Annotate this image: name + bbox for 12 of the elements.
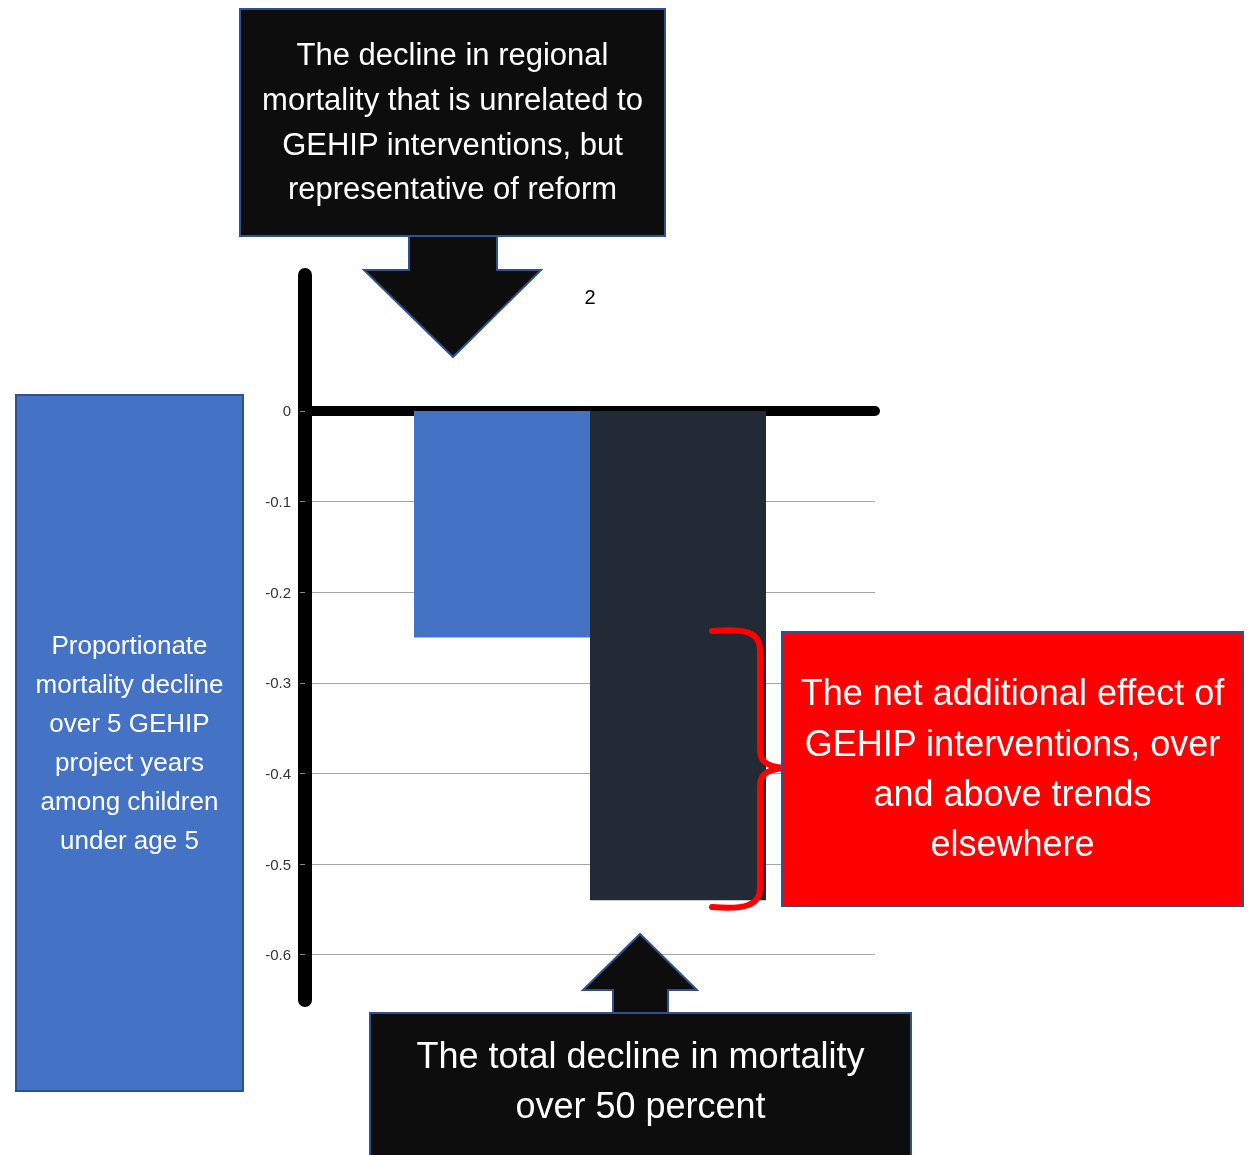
y-tick-label: -0.4 [265, 764, 291, 782]
annotation: The net additional effect of GEHIP interventions, over and above trends elsewhere [781, 631, 1244, 907]
y-tick-label: 0 [282, 402, 291, 420]
x-tick-label: 2 [584, 286, 596, 308]
y-tick-label: -0.2 [265, 583, 291, 601]
y-tick-label: -0.6 [265, 946, 291, 964]
y-tick-label: -0.3 [265, 674, 291, 692]
text: The total decline in mortality over 50 percent [369, 1012, 912, 1155]
y-tick-label: -0.1 [265, 493, 291, 511]
text: The decline in regional mortality that is unrelated to GEHIP interventions, but representative of reform [239, 8, 666, 237]
y-axis-title: Proportionate mortality decline over 5 GEHIP project years among children under age 5 [15, 394, 244, 1092]
y-tick-label: -0.5 [265, 855, 291, 873]
